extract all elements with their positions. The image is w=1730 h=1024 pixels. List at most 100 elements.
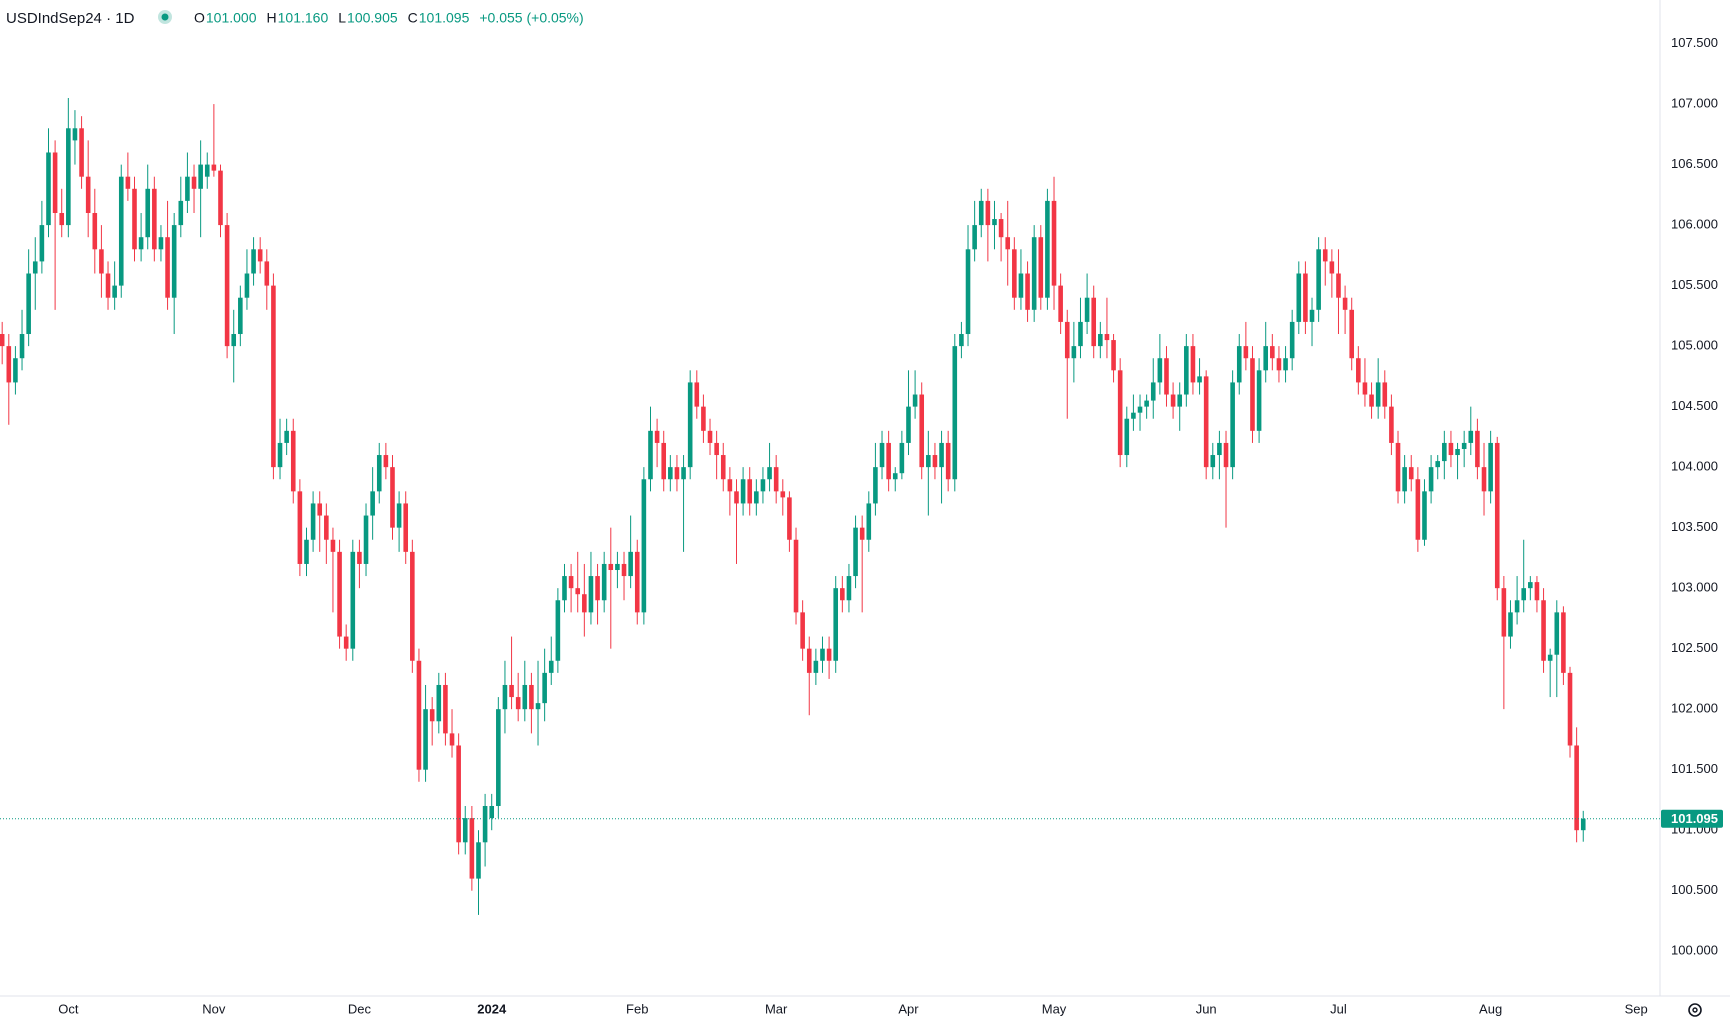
candle-body: [747, 479, 753, 504]
candle-body: [297, 491, 303, 564]
candle-body: [1157, 358, 1163, 383]
candle-body: [998, 219, 1004, 238]
candle-body: [244, 273, 250, 298]
candle-body: [0, 334, 5, 347]
candle-body: [509, 684, 514, 698]
candle-body: [701, 406, 706, 431]
candle-body: [1250, 358, 1255, 431]
candle-body: [211, 164, 217, 171]
candle-body: [496, 709, 501, 806]
candle-body: [310, 503, 316, 540]
candle-body: [1263, 346, 1269, 371]
candle-body: [1203, 376, 1209, 468]
candle-body: [1045, 200, 1050, 298]
candle-body: [304, 539, 309, 564]
candle-body: [145, 188, 151, 238]
candle-body: [1303, 273, 1308, 322]
candle-body: [727, 479, 733, 492]
legend-value: 101.000: [206, 10, 257, 26]
candle-body: [886, 442, 891, 480]
candle-body: [1528, 582, 1533, 589]
candle-body: [1322, 249, 1328, 262]
candle-body: [707, 430, 713, 443]
legend-value: 101.095: [419, 10, 470, 26]
candle-body: [1289, 321, 1295, 359]
candle-body: [687, 382, 693, 468]
candle-body: [185, 176, 190, 201]
candle-body: [1150, 382, 1156, 401]
candle-body: [456, 745, 461, 843]
x-tick-label: Oct: [58, 1001, 79, 1016]
candle-body: [1435, 461, 1441, 468]
settings-icon[interactable]: [1688, 1003, 1702, 1017]
legend-label: L: [338, 10, 346, 26]
candle-body: [264, 261, 270, 286]
candle-body: [224, 225, 230, 347]
candle-body: [1574, 745, 1579, 831]
candle-body: [806, 648, 812, 673]
candle-body: [1230, 382, 1235, 468]
candle-body: [72, 128, 78, 141]
candle-body: [912, 394, 918, 407]
candle-body: [767, 467, 772, 480]
candle-body: [648, 430, 653, 480]
candle-body: [595, 576, 600, 601]
candle-body: [1144, 400, 1149, 407]
candle-body: [575, 588, 581, 595]
candle-body: [118, 176, 124, 286]
candle-body: [985, 200, 991, 226]
candle-body: [59, 212, 65, 226]
candle-body: [363, 515, 369, 564]
candle-body: [873, 467, 878, 504]
candle-body: [330, 539, 336, 552]
candle-body: [1475, 430, 1480, 468]
gear[interactable]: [1688, 1003, 1702, 1017]
candle-body: [410, 551, 415, 661]
candle-body: [1395, 442, 1401, 492]
candle-body: [899, 442, 905, 474]
x-tick-label: 2024: [477, 1001, 507, 1016]
y-tick-label: 103.500: [1671, 519, 1718, 534]
candle-body: [1276, 358, 1282, 371]
candle-body: [26, 273, 31, 335]
candle-body: [337, 551, 342, 637]
candle-body: [482, 805, 488, 843]
x-tick-label: Mar: [765, 1001, 788, 1016]
candle-body: [1111, 340, 1116, 371]
candle-body: [562, 576, 567, 601]
candle-body: [1547, 654, 1553, 661]
candle-body: [1329, 261, 1335, 274]
candle-body: [694, 382, 700, 407]
candle-body: [654, 430, 660, 443]
candle-body: [165, 237, 170, 298]
candle-body: [661, 442, 667, 480]
candle-body: [714, 442, 719, 456]
candle-body: [906, 406, 911, 443]
candle-body: [403, 503, 409, 552]
candle-body: [1243, 346, 1249, 359]
candle-body: [1038, 237, 1044, 298]
candle-body: [462, 818, 468, 843]
candle-body: [376, 455, 382, 492]
candle-body: [945, 442, 951, 480]
candle-body: [542, 672, 547, 704]
candle-body: [350, 551, 356, 649]
candle-body: [965, 249, 971, 335]
candle-body: [476, 842, 481, 879]
candle-body: [992, 219, 997, 226]
candle-body: [1342, 297, 1348, 310]
candle-body: [641, 479, 647, 613]
candle-body: [1210, 455, 1216, 468]
candle-body: [132, 188, 137, 250]
candle-body: [1389, 406, 1394, 443]
candle-body: [1488, 442, 1493, 492]
candle-body: [866, 503, 872, 540]
candle-body: [734, 491, 739, 504]
x-tick-label: Jul: [1330, 1001, 1347, 1016]
candle-body: [6, 346, 12, 383]
candle-body: [820, 648, 825, 661]
candle-body: [257, 249, 263, 262]
candle-body: [1091, 297, 1097, 347]
candle-body: [396, 503, 402, 528]
candle-body: [489, 805, 495, 819]
